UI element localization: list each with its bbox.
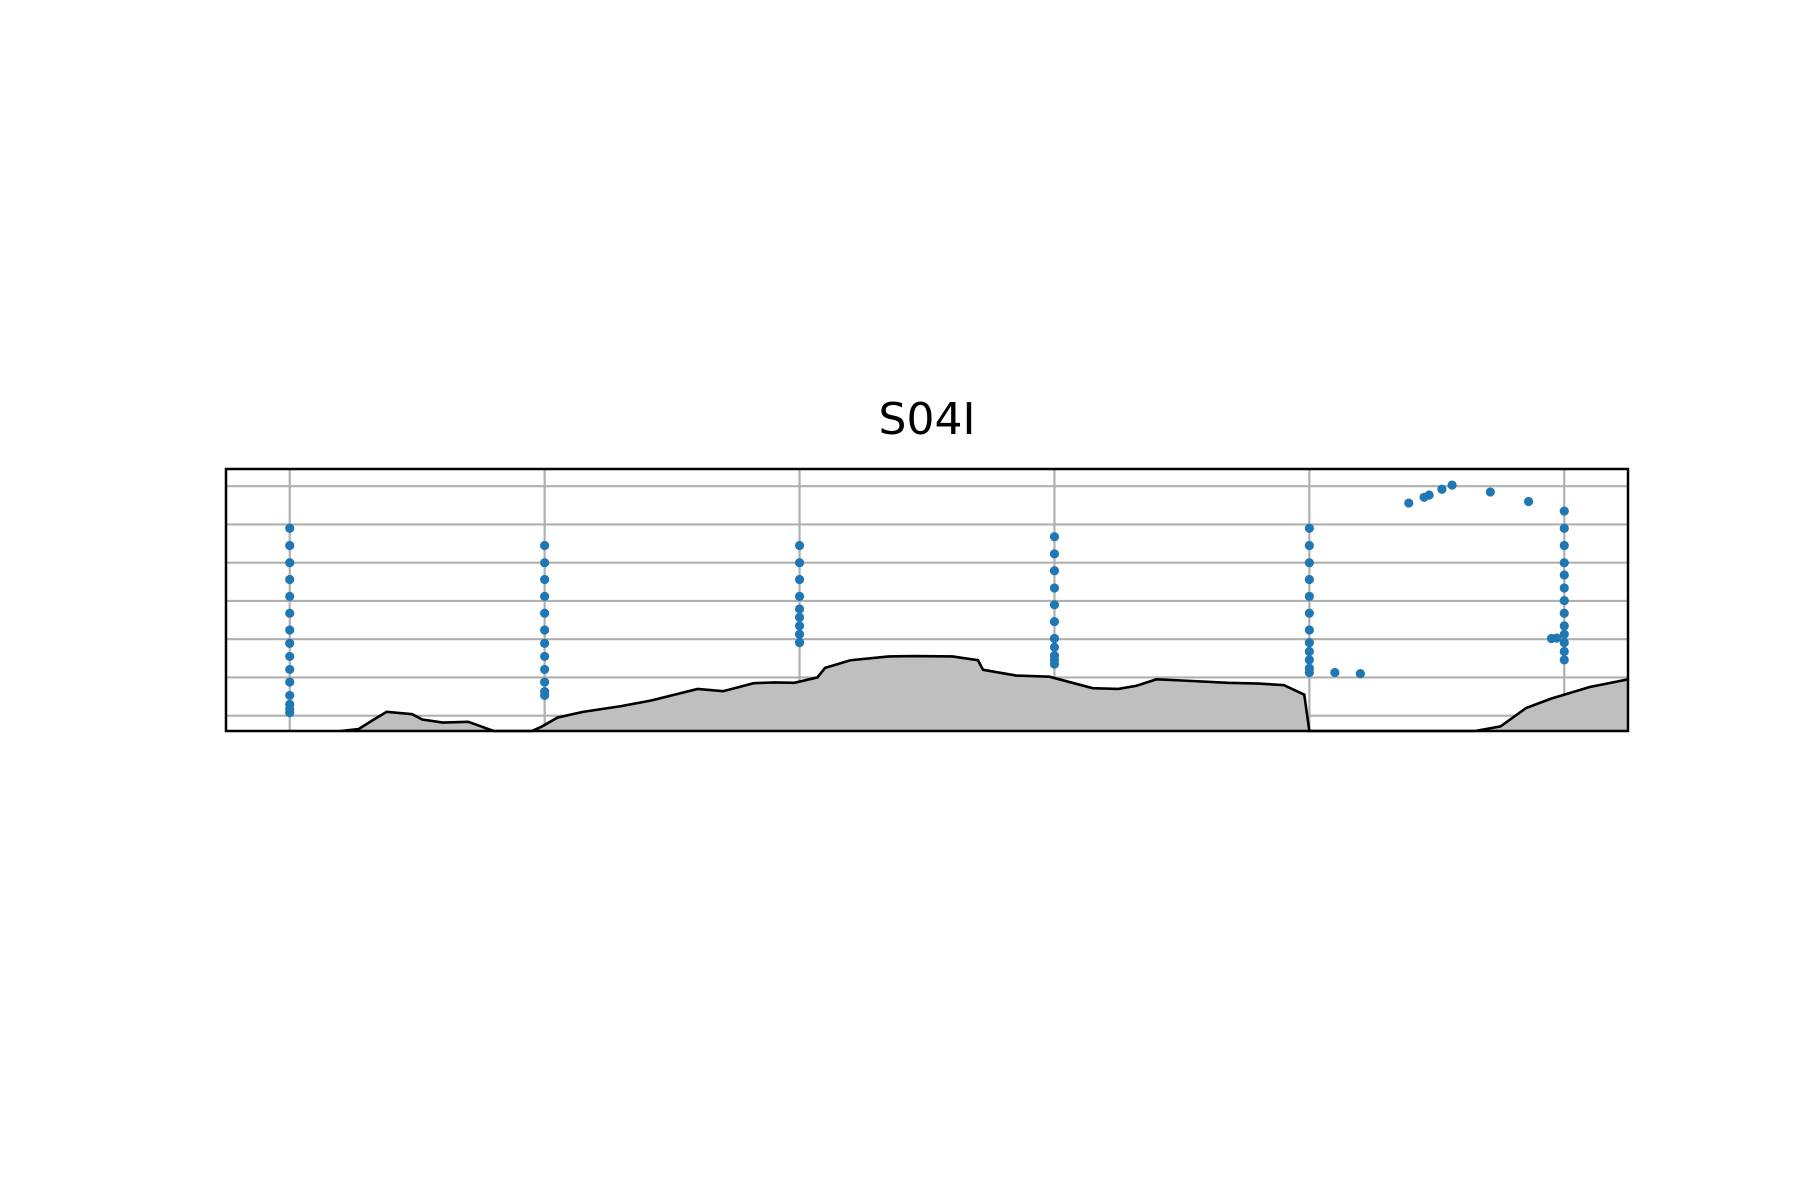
data-point	[285, 591, 295, 601]
data-point	[1559, 570, 1569, 580]
data-point	[794, 638, 805, 648]
data-point	[1330, 667, 1340, 678]
data-point	[1304, 608, 1314, 618]
data-point	[285, 625, 295, 635]
data-point	[285, 558, 295, 568]
data-point	[285, 690, 295, 701]
data-point	[1559, 655, 1569, 665]
data-point	[794, 629, 805, 639]
data-point	[1559, 506, 1569, 516]
data-point	[285, 664, 295, 675]
bathymetry-outline	[340, 654, 1629, 733]
data-point	[794, 540, 805, 551]
data-point	[1049, 532, 1060, 542]
data-point	[285, 574, 295, 585]
data-point	[794, 612, 805, 623]
data-point	[1049, 659, 1060, 669]
data-point	[794, 591, 805, 601]
data-point	[1523, 496, 1534, 507]
data-point	[540, 558, 550, 568]
plot-frame	[224, 467, 1630, 733]
data-point	[1304, 667, 1314, 678]
data-point	[1304, 646, 1314, 657]
data-point	[540, 651, 550, 662]
data-point	[1049, 549, 1060, 559]
data-point	[1049, 633, 1060, 644]
data-point	[1304, 655, 1314, 665]
data-point	[1304, 523, 1314, 533]
data-point	[1049, 566, 1060, 576]
data-point	[285, 651, 295, 662]
data-point	[1049, 617, 1060, 627]
data-point	[1049, 583, 1060, 593]
bathymetry	[340, 654, 1629, 733]
data-point	[1559, 646, 1569, 657]
data-point	[540, 540, 550, 551]
data-point	[1424, 490, 1434, 500]
data-point	[1559, 595, 1569, 606]
data-point	[285, 638, 295, 649]
data-point	[1559, 540, 1569, 551]
data-point	[540, 591, 550, 601]
data-point	[1304, 625, 1314, 635]
chart-title: S04I	[878, 394, 976, 445]
data-point	[1049, 600, 1060, 610]
data-point	[1559, 608, 1569, 618]
data-point	[794, 574, 805, 585]
data-point	[285, 540, 295, 551]
data-point	[1559, 583, 1569, 593]
data-point	[285, 523, 295, 533]
data-point	[1304, 558, 1314, 568]
data-point	[1304, 638, 1314, 648]
data-point	[1559, 523, 1569, 533]
data-point	[1049, 642, 1060, 652]
data-point	[1404, 498, 1414, 508]
data-point	[540, 677, 550, 687]
data-point	[1355, 669, 1365, 679]
data-point	[285, 708, 295, 718]
data-point	[540, 690, 550, 701]
data-point	[1559, 629, 1569, 639]
data-point	[794, 621, 805, 631]
data-point	[540, 608, 550, 618]
data-points	[285, 480, 1569, 718]
data-point	[1304, 591, 1314, 601]
data-point	[540, 664, 550, 675]
data-point	[1304, 540, 1314, 551]
data-point	[1304, 574, 1314, 585]
data-point	[285, 608, 295, 618]
data-point	[1559, 621, 1569, 631]
data-point	[1559, 638, 1569, 648]
data-point	[1559, 558, 1569, 568]
data-point	[1437, 484, 1447, 494]
data-point	[794, 604, 805, 614]
data-point	[540, 574, 550, 585]
data-point	[1447, 480, 1457, 490]
bathymetry-fill	[340, 656, 1628, 731]
data-point	[1485, 487, 1495, 497]
data-point	[794, 558, 805, 568]
data-point	[540, 625, 550, 635]
data-point	[1552, 633, 1562, 643]
data-point	[540, 638, 550, 649]
data-point	[285, 677, 295, 687]
